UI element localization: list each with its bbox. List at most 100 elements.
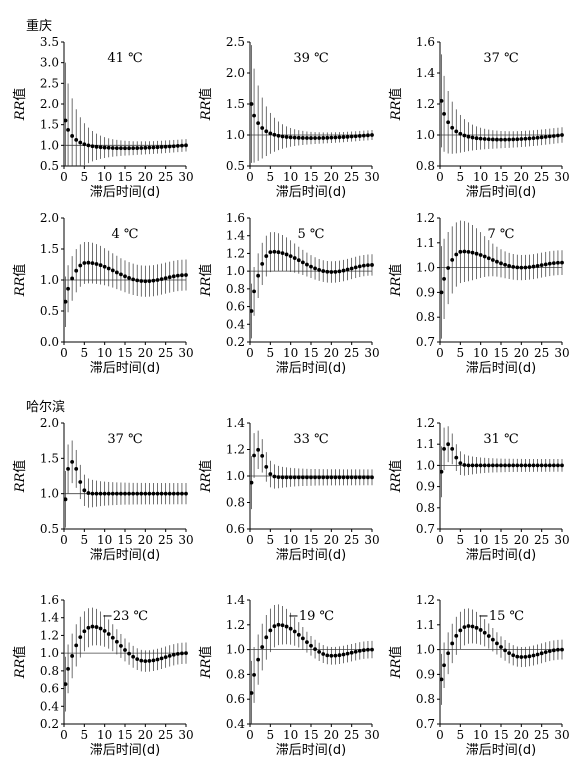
rr-point — [531, 264, 536, 269]
rr-point — [450, 258, 455, 262]
x-tick-label: 20 — [514, 533, 529, 547]
rr-point — [288, 254, 293, 259]
rr-point — [329, 270, 334, 274]
rr-point — [535, 263, 540, 268]
x-tick-label: 20 — [324, 346, 339, 360]
rr-point — [349, 266, 354, 271]
rr-point — [527, 463, 532, 468]
rr-point — [519, 463, 524, 468]
y-tick-label: 1.4 — [226, 416, 245, 430]
rr-point — [511, 137, 516, 142]
rr-point — [470, 135, 475, 140]
y-axis-label: RR值 — [12, 646, 28, 680]
rr-point — [560, 133, 564, 137]
rr-point — [74, 643, 79, 648]
y-tick-label: 1.0 — [416, 458, 435, 472]
rr-point — [123, 491, 127, 496]
x-tick-label: 25 — [344, 728, 359, 742]
rr-point — [280, 134, 285, 139]
rr-point — [495, 259, 499, 264]
rr-point — [329, 475, 334, 480]
y-tick-label: 0.8 — [416, 310, 435, 324]
y-tick-label: 0.5 — [226, 159, 245, 173]
rr-point — [519, 137, 524, 141]
rr-point — [305, 475, 309, 480]
rr-point — [123, 146, 127, 151]
x-tick-label: 25 — [344, 533, 359, 547]
rr-point — [98, 626, 103, 631]
rr-point — [547, 649, 552, 654]
rr-point — [252, 289, 256, 294]
rr-panel: 0.0 0.5 1.0 1.5 2.0 0 5 10 15 20 25 30 4 ℃ 滞后时间(d) RR值 — [12, 211, 194, 376]
x-tick-label: 20 — [514, 728, 529, 742]
rr-point — [333, 475, 338, 480]
panel-title: 37 ℃ — [483, 51, 518, 66]
rr-point — [78, 263, 83, 268]
x-tick-label: 5 — [81, 346, 89, 360]
x-tick-label: 5 — [457, 533, 465, 547]
rr-point — [478, 463, 483, 468]
rr-point — [74, 137, 79, 142]
rr-point — [523, 463, 528, 468]
x-tick-label: 5 — [267, 728, 275, 742]
y-tick-label: 1.4 — [40, 611, 59, 625]
x-axis-label: 滞后时间(d) — [466, 185, 536, 200]
y-tick-label: 0.6 — [226, 522, 245, 536]
rr-point — [462, 625, 467, 630]
rr-point — [171, 491, 176, 496]
rr-point — [490, 463, 495, 468]
x-tick-label: 0 — [436, 346, 444, 360]
y-tick-label: 1.5 — [40, 451, 59, 465]
rr-point — [361, 263, 366, 268]
rr-point — [175, 273, 180, 278]
rr-point — [466, 250, 471, 254]
y-tick-label: 1.0 — [40, 273, 59, 287]
rr-point — [147, 491, 152, 496]
panel-title: 37 ℃ — [107, 432, 142, 447]
x-axis-label: 滞后时间(d) — [90, 548, 160, 563]
rr-point — [167, 491, 172, 496]
rr-point — [482, 137, 487, 141]
rr-point — [329, 135, 334, 140]
rr-point — [110, 635, 115, 640]
rr-point — [337, 135, 342, 140]
rr-point — [284, 252, 289, 257]
x-tick-label: 25 — [158, 170, 173, 184]
rr-point — [547, 134, 552, 139]
rr-point — [305, 262, 309, 267]
rr-panel: 0.8 1.0 1.2 1.4 1.6 0 5 10 15 20 25 30 37 ℃ 滞后时间(d) RR… — [388, 35, 570, 200]
rr-point — [143, 145, 148, 150]
rr-point — [458, 461, 463, 466]
rr-point — [556, 647, 560, 652]
rr-point — [357, 264, 362, 269]
x-tick-label: 30 — [554, 728, 569, 742]
rr-point — [329, 653, 334, 658]
rr-point — [63, 682, 68, 687]
x-tick-label: 30 — [364, 728, 379, 742]
rr-point — [256, 657, 261, 662]
rr-point — [345, 475, 350, 480]
y-tick-label: 1.0 — [416, 643, 435, 657]
x-tick-label: 15 — [117, 533, 132, 547]
rr-point — [507, 463, 512, 468]
rr-point — [309, 264, 313, 269]
x-axis-label: 滞后时间(d) — [276, 185, 346, 200]
rr-point — [321, 269, 326, 273]
x-tick-label: 10 — [97, 533, 112, 547]
rr-point — [353, 134, 358, 139]
y-tick-label: 1.0 — [40, 646, 59, 660]
y-tick-label: 0.8 — [226, 282, 245, 296]
rr-point — [499, 261, 503, 266]
rr-point — [543, 134, 548, 139]
rr-point — [292, 135, 297, 140]
x-tick-label: 25 — [344, 346, 359, 360]
rr-point — [313, 136, 317, 140]
rr-point — [547, 463, 552, 468]
rr-point — [171, 274, 176, 279]
x-tick-label: 30 — [554, 346, 569, 360]
rr-point — [560, 647, 564, 652]
rr-point — [474, 251, 479, 256]
rr-point — [503, 463, 507, 468]
rr-point — [175, 144, 180, 148]
x-tick-label: 15 — [303, 533, 318, 547]
